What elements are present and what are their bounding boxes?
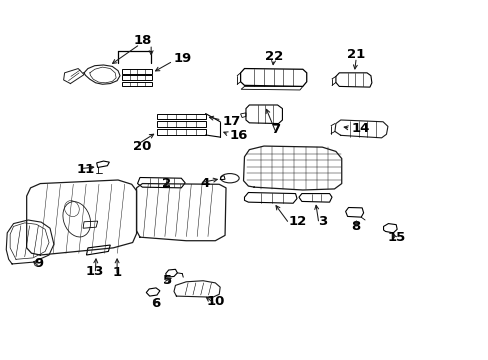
Text: 12: 12 [287,215,306,228]
Text: 20: 20 [132,140,151,153]
Text: 1: 1 [112,266,122,279]
Text: 13: 13 [86,265,104,278]
Text: 3: 3 [318,215,327,228]
Text: 18: 18 [133,34,151,47]
Text: 11: 11 [77,163,95,176]
Text: 14: 14 [351,122,369,135]
Text: 10: 10 [206,295,224,308]
Text: 22: 22 [264,50,282,63]
Text: 17: 17 [222,114,241,127]
Text: 21: 21 [346,49,365,62]
Text: 7: 7 [271,123,280,136]
Text: 5: 5 [163,274,172,287]
Text: 6: 6 [151,297,160,310]
Text: 4: 4 [201,177,209,190]
Text: 16: 16 [229,129,248,142]
Text: 15: 15 [386,231,405,244]
Text: 8: 8 [351,220,360,233]
Text: 9: 9 [35,257,44,270]
Text: 2: 2 [162,177,171,190]
Text: 19: 19 [174,52,192,65]
